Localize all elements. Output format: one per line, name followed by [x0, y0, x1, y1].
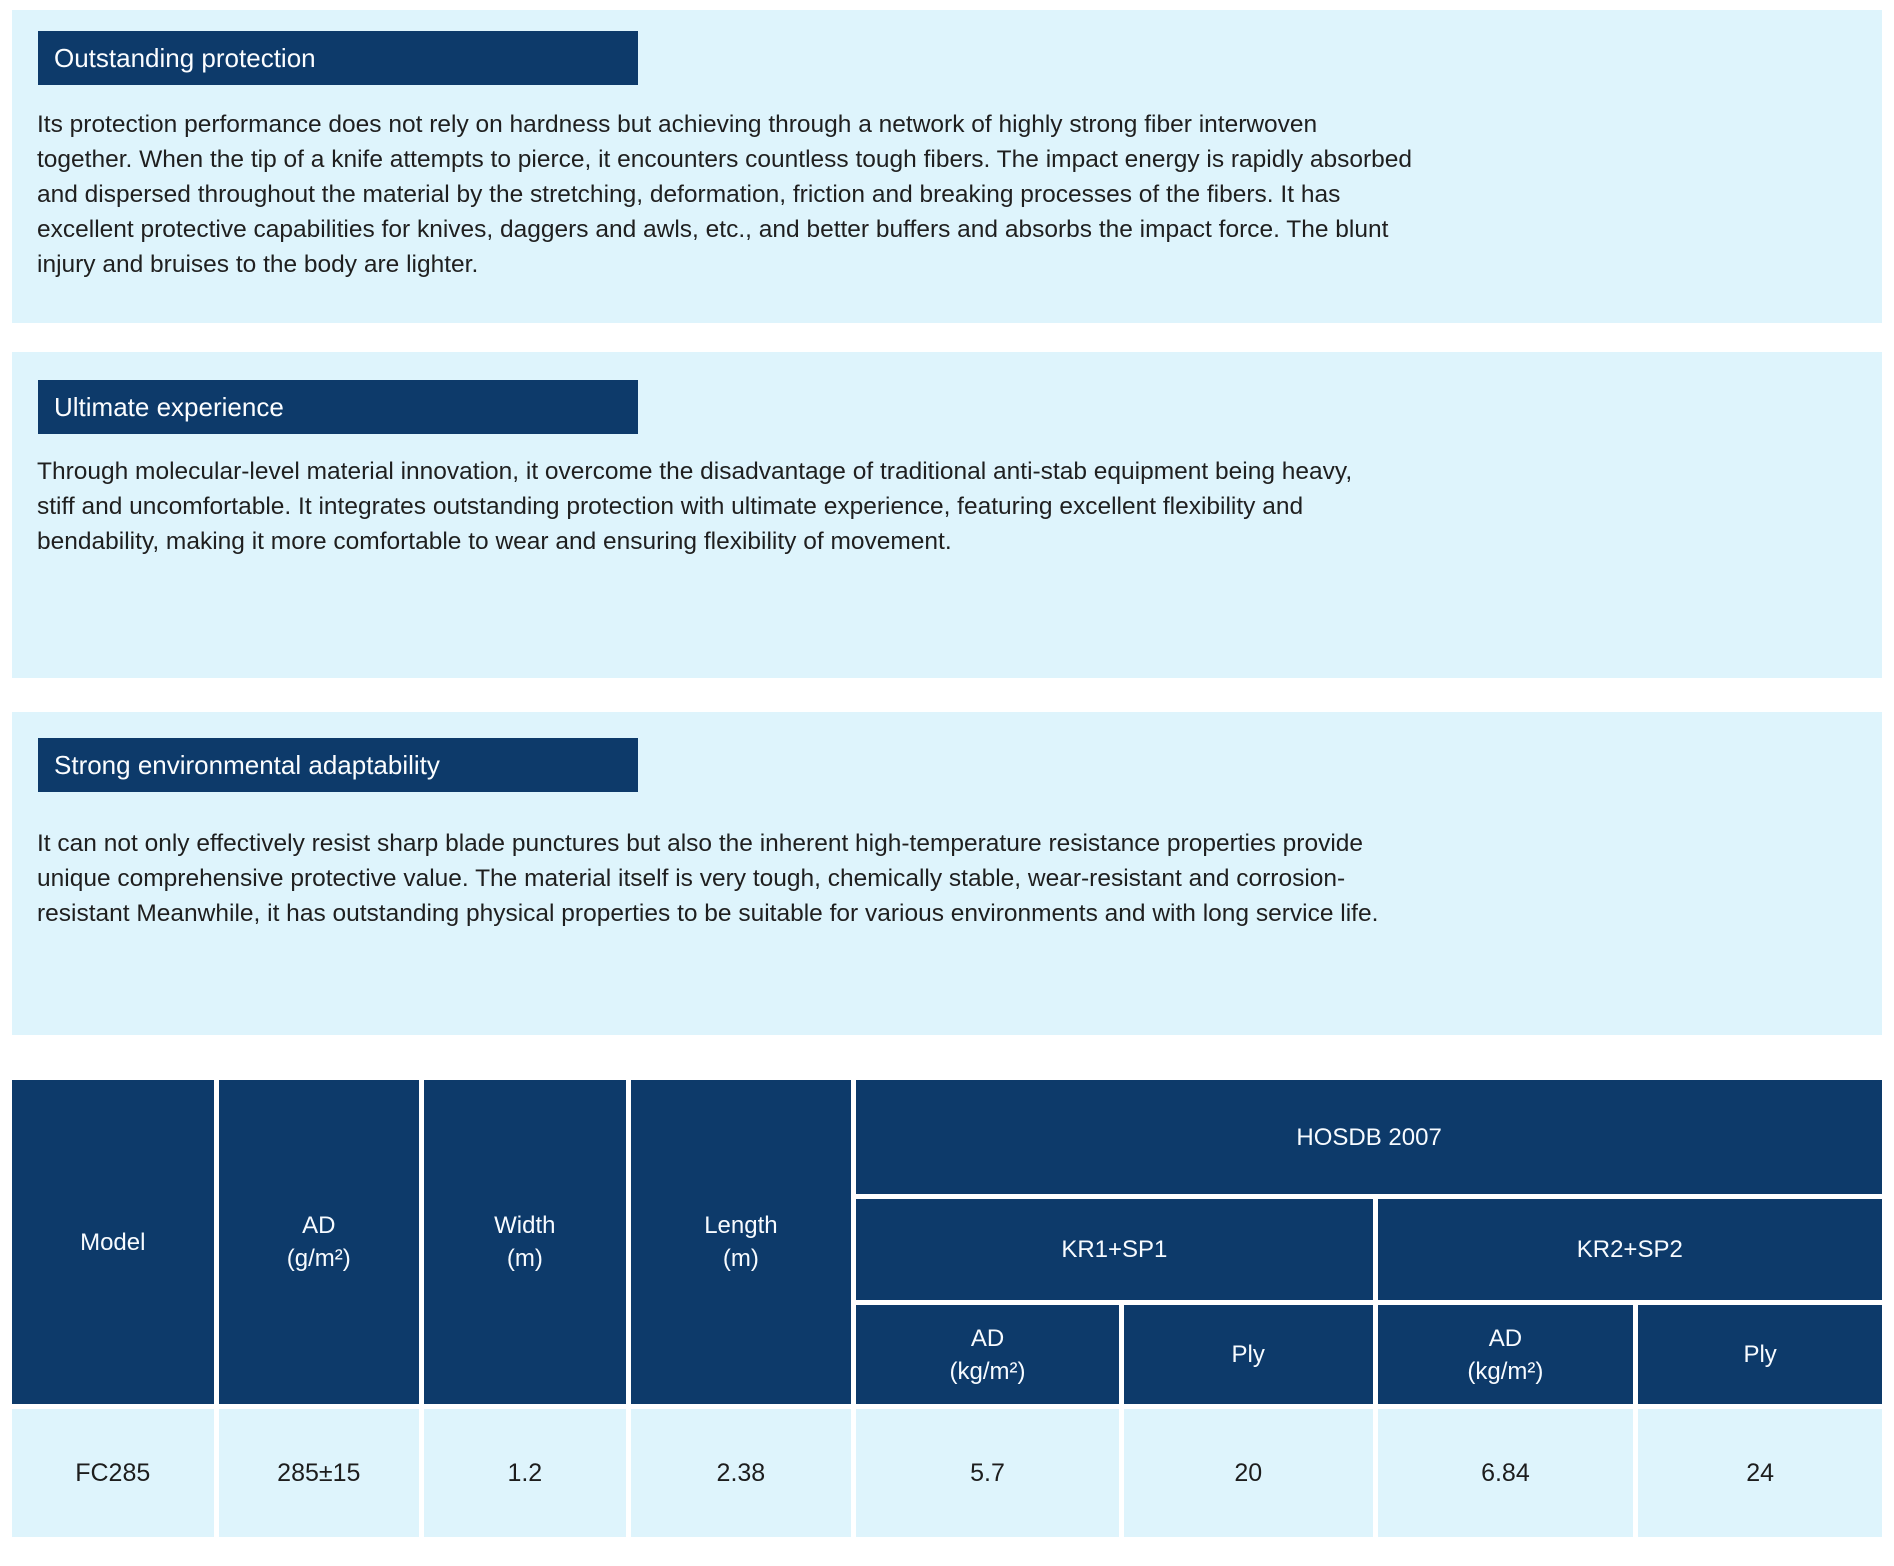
cell-ad-g: 285±15	[218, 1409, 420, 1537]
subgroup-header-kr1-sp1: KR1+SP1	[856, 1199, 1373, 1300]
subgroup-header-kr2-sp2: KR2+SP2	[1377, 1199, 1882, 1300]
table-row: FC285 285±15 1.2 2.38 5.7 20 6.84 24	[12, 1409, 1882, 1537]
section-title-bar: Strong environmental adaptability	[38, 738, 638, 792]
spec-table: Model AD (g/m²) Width (m) Length (m) HOS…	[7, 1075, 1887, 1542]
group-header-hosdb: HOSDB 2007	[856, 1080, 1882, 1194]
section-title-bar: Ultimate experience	[38, 380, 638, 434]
column-header-width: Width (m)	[424, 1080, 626, 1404]
cell-length: 2.38	[630, 1409, 852, 1537]
section-environmental-adaptability: Strong environmental adaptability It can…	[12, 712, 1882, 1035]
column-header-ad-g: AD (g/m²)	[218, 1080, 420, 1404]
section-title: Outstanding protection	[54, 43, 316, 73]
section-title-bar: Outstanding protection	[38, 31, 638, 85]
column-header-model: Model	[12, 1080, 214, 1404]
cell-width: 1.2	[424, 1409, 626, 1537]
cell-kr1-ad: 5.7	[856, 1409, 1119, 1537]
column-header-kr2-ad: AD (kg/m²)	[1377, 1305, 1634, 1404]
section-body: Its protection performance does not rely…	[37, 111, 1413, 278]
column-header-kr2-ply: Ply	[1638, 1305, 1882, 1404]
section-ultimate-experience: Ultimate experience Through molecular-le…	[12, 352, 1882, 678]
cell-kr2-ad: 6.84	[1377, 1409, 1634, 1537]
section-body: It can not only effectively resist sharp…	[37, 830, 1379, 927]
section-body: Through molecular-level material innovat…	[37, 458, 1353, 555]
column-header-kr1-ad: AD (kg/m²)	[856, 1305, 1119, 1404]
cell-model: FC285	[12, 1409, 214, 1537]
section-title: Strong environmental adaptability	[54, 750, 440, 780]
column-header-kr1-ply: Ply	[1123, 1305, 1373, 1404]
section-title: Ultimate experience	[54, 392, 284, 422]
cell-kr1-ply: 20	[1123, 1409, 1373, 1537]
cell-kr2-ply: 24	[1638, 1409, 1882, 1537]
section-outstanding-protection: Outstanding protection Its protection pe…	[12, 10, 1882, 323]
column-header-length: Length (m)	[630, 1080, 852, 1404]
